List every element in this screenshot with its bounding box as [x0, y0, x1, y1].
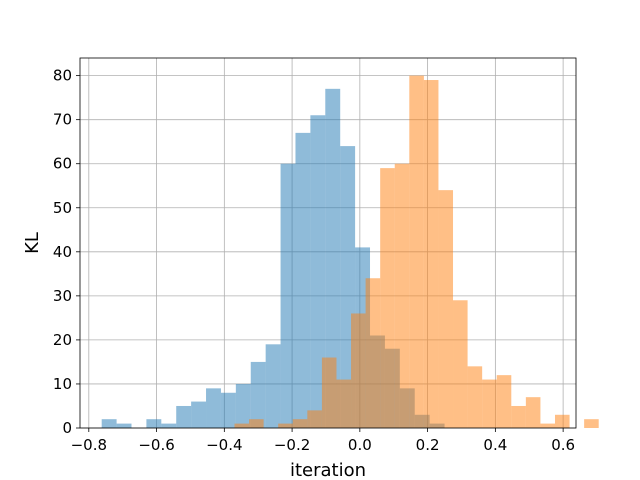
- histogram-bar-series-1: [220, 392, 236, 428]
- histogram-bar-series-2: [584, 419, 599, 428]
- y-tick-label: 60: [53, 155, 72, 173]
- y-tick-label: 70: [53, 111, 72, 129]
- x-tick-label: −0.4: [206, 436, 242, 454]
- y-tick-label: 10: [53, 375, 72, 393]
- x-tick-label: −0.2: [274, 436, 310, 454]
- histogram-bar-series-1: [146, 419, 162, 428]
- histogram-bar-series-1: [265, 344, 281, 428]
- histogram-bar-series-2: [482, 379, 497, 428]
- histogram-bar-series-2: [511, 405, 526, 428]
- histogram-bar-series-2: [540, 423, 555, 428]
- histogram-bar-series-2: [525, 397, 541, 428]
- histogram-bar-series-2: [234, 423, 250, 428]
- histogram-bar-series-2: [249, 419, 264, 428]
- histogram-bar-series-2: [453, 300, 468, 428]
- histogram-bar-series-2: [292, 419, 308, 428]
- histogram-bar-series-1: [116, 423, 132, 428]
- histogram-bar-series-2: [409, 75, 424, 428]
- x-axis-label: iteration: [290, 460, 366, 480]
- histogram-bar-series-1: [250, 361, 266, 428]
- histogram-bar-series-1: [191, 401, 207, 428]
- histogram-bar-series-2: [365, 278, 381, 428]
- histogram-bar-series-2: [467, 366, 483, 428]
- histogram-bar-series-2: [321, 357, 337, 428]
- x-tick-label: 0.0: [348, 436, 372, 454]
- histogram-bar-series-1: [206, 388, 221, 428]
- x-tick-label: −0.6: [138, 436, 174, 454]
- y-tick-label: 0: [62, 419, 72, 437]
- x-tick-label: 0.4: [483, 436, 507, 454]
- x-axis-ticks: −0.8 −0.6 −0.4 −0.2 0.0 0.2 0.4 0.6: [71, 428, 575, 454]
- histogram-bar-series-2: [307, 410, 322, 428]
- histogram-bar-series-2: [423, 80, 439, 429]
- histogram-bar-series-2: [380, 168, 395, 428]
- y-tick-label: 30: [53, 287, 72, 305]
- histogram-bar-series-1: [235, 383, 251, 428]
- y-tick-label: 40: [53, 243, 72, 261]
- histogram-bar-series-1: [280, 163, 296, 428]
- histogram-bar-series-2: [394, 163, 410, 428]
- x-tick-label: 0.2: [416, 436, 440, 454]
- y-axis-ticks: 0 10 20 30 40 50 60 70 80: [53, 67, 80, 437]
- histogram-bar-series-1: [176, 405, 192, 428]
- y-tick-label: 20: [53, 331, 72, 349]
- histogram-bars: [101, 75, 599, 429]
- y-tick-label: 80: [53, 67, 72, 85]
- plot-frame: [79, 57, 577, 429]
- histogram-bar-series-1: [161, 423, 177, 428]
- histogram-bar-series-1: [295, 132, 311, 428]
- x-tick-label: 0.6: [551, 436, 575, 454]
- y-axis-label: KL: [22, 232, 43, 254]
- histogram-bar-series-1: [325, 88, 341, 428]
- histogram-bar-series-2: [554, 414, 570, 428]
- histogram-bar-series-2: [438, 190, 454, 428]
- x-tick-label: −0.8: [71, 436, 107, 454]
- histogram-bar-series-2: [278, 423, 293, 428]
- y-tick-label: 50: [53, 199, 72, 217]
- histogram-bar-series-1: [101, 419, 117, 428]
- histogram-bar-series-2: [351, 313, 366, 428]
- histogram-bar-series-1: [310, 115, 326, 428]
- histogram-bar-series-2: [496, 375, 512, 428]
- histogram-bar-series-2: [336, 379, 352, 428]
